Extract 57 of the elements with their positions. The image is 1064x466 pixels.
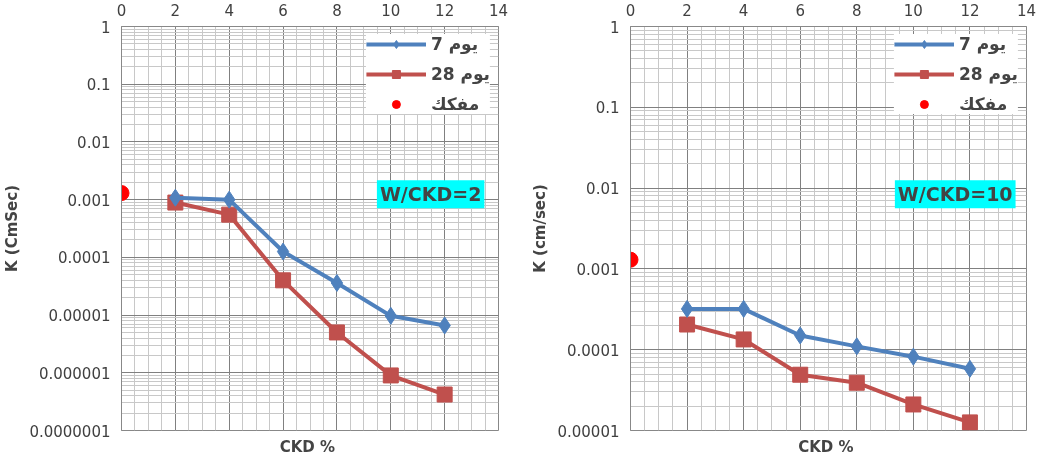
y-tick-label: 0.000001 bbox=[38, 364, 111, 383]
point bbox=[276, 242, 290, 261]
point bbox=[792, 366, 809, 383]
y-tick-label: 0.00001 bbox=[557, 422, 620, 441]
point bbox=[961, 414, 978, 431]
legend-label: 28 يوم bbox=[958, 64, 1018, 84]
y-axis-title: K (cm/sec) bbox=[531, 184, 550, 273]
point bbox=[679, 316, 696, 333]
x-tick-label: 4 bbox=[224, 1, 234, 20]
x-tick-label: 0 bbox=[625, 1, 636, 20]
x-tick-label: 8 bbox=[332, 1, 342, 20]
point bbox=[221, 206, 238, 223]
legend-label: 7 يوم bbox=[958, 34, 1007, 54]
x-tick-label: 0 bbox=[116, 1, 127, 20]
point bbox=[330, 273, 344, 292]
x-tick-label: 8 bbox=[852, 1, 862, 20]
x-tick-label: 12 bbox=[960, 1, 980, 20]
point bbox=[382, 367, 399, 384]
legend-label: مفكك bbox=[430, 94, 480, 114]
x-tick-label: 6 bbox=[278, 1, 288, 20]
y-tick-label: 0.001 bbox=[576, 260, 620, 279]
legend-label: 7 يوم bbox=[430, 34, 479, 54]
legend-label: مفكك bbox=[958, 94, 1008, 114]
point bbox=[436, 386, 453, 403]
annotation: W/CKD=2 bbox=[379, 183, 482, 206]
x-tick-label: 12 bbox=[435, 1, 455, 20]
y-tick-label: 0.01 bbox=[586, 180, 620, 199]
x-tick-label: 14 bbox=[1016, 1, 1037, 20]
x-tick-label: 10 bbox=[381, 1, 401, 20]
y-tick-label: 0.00001 bbox=[48, 307, 111, 326]
point bbox=[735, 331, 752, 348]
y-tick-label: 0.01 bbox=[77, 133, 111, 152]
y-tick-label: 1 bbox=[100, 18, 111, 37]
point bbox=[848, 374, 865, 391]
y-tick-label: 0.0001 bbox=[567, 341, 620, 360]
point bbox=[680, 299, 694, 318]
x-tick-label: 2 bbox=[682, 1, 692, 20]
annotation: W/CKD=10 bbox=[897, 183, 1013, 206]
y-tick-label: 0.0001 bbox=[58, 249, 111, 268]
x-axis-title: CKD % bbox=[798, 437, 854, 456]
point bbox=[905, 396, 922, 413]
y-axis-title: K (CmSec) bbox=[3, 184, 22, 273]
y-tick-label: 1 bbox=[609, 18, 620, 37]
point bbox=[275, 272, 292, 289]
legend-label: 28 يوم bbox=[430, 64, 490, 84]
x-tick-label: 2 bbox=[170, 1, 181, 20]
x-axis-title: CKD % bbox=[279, 437, 336, 456]
y-tick-label: 0.1 bbox=[86, 76, 111, 95]
x-tick-label: 10 bbox=[903, 1, 923, 20]
y-tick-label: 0.001 bbox=[67, 191, 111, 210]
point bbox=[963, 359, 977, 378]
x-tick-label: 6 bbox=[795, 1, 805, 20]
x-tick-label: 4 bbox=[738, 1, 749, 20]
y-tick-label: 0.1 bbox=[595, 99, 620, 118]
y-tick-label: 0.0000001 bbox=[29, 422, 111, 441]
point bbox=[328, 324, 345, 341]
x-tick-label: 14 bbox=[488, 1, 509, 20]
